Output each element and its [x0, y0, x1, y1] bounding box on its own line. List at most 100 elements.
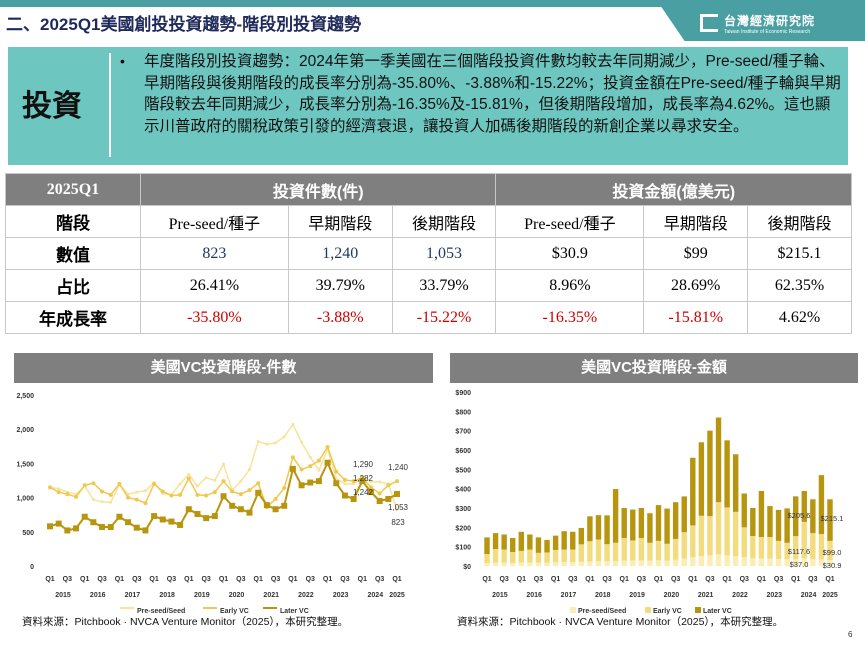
- data-point: [263, 502, 270, 509]
- table-cell: 4.62%: [747, 301, 852, 334]
- data-label: $117.6: [788, 547, 810, 556]
- data-point: [178, 492, 183, 497]
- data-point: [74, 494, 79, 499]
- bar-segment: [784, 542, 790, 560]
- x-year-label: 2017: [125, 592, 141, 599]
- table-cell: 39.79%: [287, 269, 393, 302]
- x-tick-label: Q1: [149, 576, 158, 583]
- bar-segment: [775, 559, 782, 566]
- x-tick-label: Q3: [201, 576, 210, 583]
- bar-segment: [732, 454, 739, 512]
- data-point: [282, 435, 286, 439]
- bar-segment: [621, 508, 627, 538]
- bar-segment: [793, 496, 799, 537]
- bar-segment: [578, 561, 585, 566]
- data-point: [290, 455, 295, 460]
- bar-segment: [630, 540, 636, 561]
- y-tick-label: $800: [455, 409, 471, 416]
- table-cell: 1,053: [391, 237, 497, 270]
- bar-segment: [827, 499, 833, 541]
- data-point: [135, 490, 139, 494]
- data-point: [177, 521, 184, 528]
- data-label: 1,053: [388, 503, 409, 512]
- bar-segment: [510, 562, 516, 566]
- group-count-header: 投資件數(件): [139, 173, 497, 206]
- x-tick-label: Q1: [482, 576, 491, 583]
- bar-segment: [784, 559, 790, 566]
- data-point: [308, 464, 313, 469]
- legend-label: Pre-seed/Seed: [137, 608, 185, 615]
- bar-segment: [724, 440, 730, 508]
- data-point: [368, 485, 373, 490]
- data-point: [169, 493, 174, 498]
- x-tick-label: Q1: [288, 576, 297, 583]
- x-tick-label: Q1: [551, 576, 560, 583]
- data-point: [194, 511, 201, 518]
- data-point: [256, 440, 260, 444]
- data-point: [134, 497, 139, 502]
- x-year-label: 2019: [194, 592, 210, 599]
- bar-segment: [544, 562, 550, 566]
- summary-label: 投資: [22, 90, 82, 123]
- data-point: [47, 523, 53, 530]
- bar-segment: [552, 535, 559, 550]
- x-tick-label: Q1: [757, 576, 766, 583]
- bar-segment: [561, 531, 567, 550]
- data-point: [81, 513, 88, 520]
- x-year-label: 2022: [732, 592, 748, 599]
- x-tick-label: Q1: [80, 576, 89, 583]
- bullet-icon: •: [120, 53, 125, 69]
- x-tick-label: Q1: [254, 576, 263, 583]
- bar-segment: [570, 531, 576, 550]
- table-cell: 後期階段: [391, 205, 497, 238]
- data-point: [220, 493, 227, 500]
- bar-segment: [690, 557, 696, 566]
- data-point: [151, 513, 158, 520]
- bar-segment: [510, 537, 516, 553]
- y-tick-label: $600: [455, 448, 471, 455]
- table-cell: 823: [140, 237, 289, 270]
- bar-segment: [518, 562, 524, 566]
- data-point: [48, 485, 52, 490]
- data-point: [237, 506, 244, 513]
- table-cell: 後期階段: [747, 205, 852, 238]
- x-tick-label: Q1: [184, 576, 193, 583]
- bar-segment: [630, 560, 636, 566]
- data-point: [204, 493, 209, 498]
- x-tick-label: Q3: [132, 576, 141, 583]
- data-point: [159, 516, 166, 523]
- bar-segment: [767, 537, 773, 559]
- bar-segment: [535, 537, 542, 553]
- data-label: 1,290: [353, 460, 374, 469]
- data-point: [152, 481, 157, 486]
- x-tick-label: Q3: [499, 576, 508, 583]
- data-point: [367, 489, 374, 496]
- data-point: [300, 440, 304, 444]
- bar-segment: [672, 538, 679, 560]
- x-tick-label: Q3: [97, 576, 106, 583]
- x-tick-label: Q3: [602, 576, 611, 583]
- bar-segment: [767, 506, 773, 537]
- bar-segment: [750, 558, 756, 566]
- bar-segment: [664, 543, 670, 561]
- data-label: $37.0: [790, 560, 809, 569]
- data-point: [317, 468, 321, 472]
- bar-segment: [647, 542, 653, 561]
- bar-segment: [612, 489, 619, 543]
- data-point: [281, 502, 288, 509]
- data-point: [204, 476, 208, 480]
- legend-swatch: [263, 607, 277, 609]
- x-tick-label: Q1: [585, 576, 594, 583]
- data-point: [334, 469, 339, 474]
- bar-segment: [518, 550, 524, 563]
- page-title: 二、2025Q1美國創投投資趨勢-階段別投資趨勢: [6, 15, 362, 34]
- data-label: $99.0: [823, 548, 842, 557]
- bar-segment: [595, 539, 602, 561]
- data-label: 823: [391, 518, 405, 527]
- table-row: 數值 823 1,240 1,053 $30.9 $99 $215.1: [5, 237, 852, 270]
- x-tick-label: Q3: [705, 576, 714, 583]
- bar-segment: [732, 556, 739, 566]
- bar-segment: [492, 533, 499, 549]
- bar-segment: [681, 532, 687, 559]
- data-point: [341, 492, 348, 499]
